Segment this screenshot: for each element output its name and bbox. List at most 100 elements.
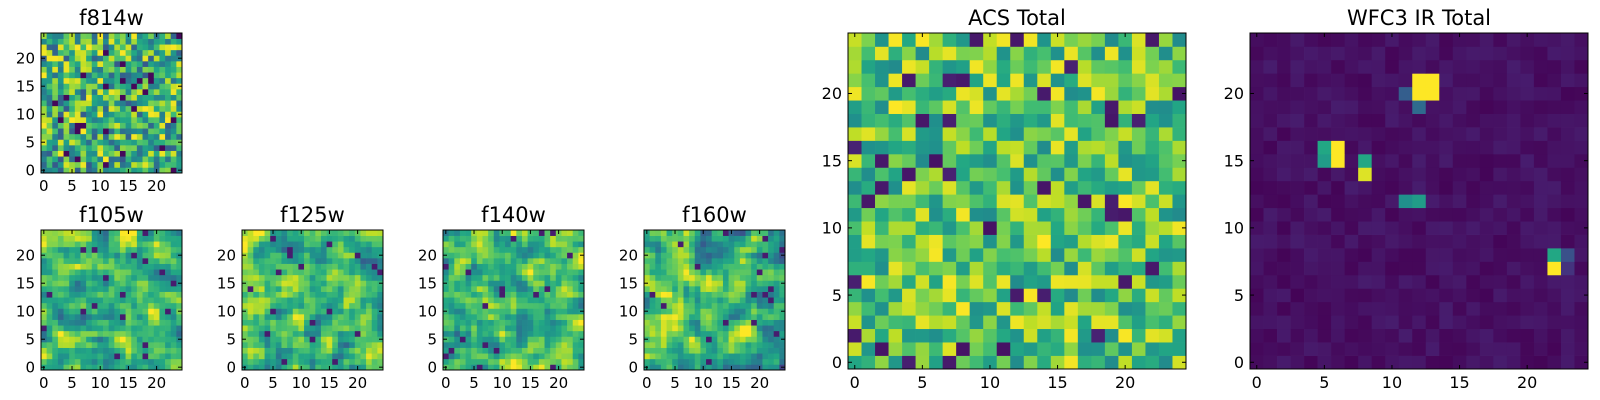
heatmap-cell <box>142 161 149 168</box>
heatmap-cell <box>773 353 780 360</box>
heatmap-cell <box>114 364 121 371</box>
heatmap-cell <box>253 269 260 276</box>
heatmap-cell <box>125 61 132 67</box>
heatmap-cell <box>902 301 916 316</box>
heatmap-cell <box>176 49 183 56</box>
heatmap-cell <box>1037 140 1052 155</box>
heatmap-cell <box>74 235 81 242</box>
heatmap-cell <box>448 308 455 315</box>
heatmap-cell <box>371 280 378 287</box>
heatmap-cell <box>125 246 132 253</box>
heatmap-cell <box>1250 46 1264 61</box>
heatmap-cell <box>1317 315 1332 330</box>
heatmap-cell <box>561 263 568 270</box>
heatmap-cell <box>717 241 724 248</box>
heatmap-cell <box>1452 59 1467 74</box>
heatmap-cell <box>773 235 780 242</box>
heatmap-cell <box>448 336 455 343</box>
heatmap-cell <box>1425 274 1440 289</box>
heatmap-cell <box>505 314 512 320</box>
heatmap-cell <box>745 291 752 298</box>
heatmap-cell <box>91 274 98 281</box>
heatmap-cell <box>660 330 667 337</box>
heatmap-cell <box>983 328 998 343</box>
heatmap-cell <box>52 161 59 168</box>
heatmap-cell <box>544 336 551 343</box>
heatmap-cell <box>371 358 378 365</box>
heatmap-cell <box>52 94 59 101</box>
heatmap-cell <box>159 38 166 45</box>
heatmap-cell <box>644 347 650 354</box>
heatmap-cell <box>119 150 126 157</box>
heatmap-cell <box>1493 328 1508 343</box>
heatmap-cell <box>1506 328 1521 343</box>
heatmap-cell <box>258 252 265 259</box>
heatmap-cell <box>694 336 701 343</box>
heatmap-cell <box>550 336 557 343</box>
heatmap-cell <box>281 319 288 326</box>
heatmap-cell <box>80 38 87 45</box>
heatmap-cell <box>915 73 930 88</box>
heatmap-cell <box>1452 73 1467 88</box>
heatmap-cell <box>91 263 98 270</box>
heatmap-cell <box>304 246 311 253</box>
heatmap-cell <box>1263 274 1278 289</box>
heatmap-cell <box>80 111 87 118</box>
heatmap-cell <box>454 274 461 281</box>
heatmap-cell <box>1574 167 1589 182</box>
heatmap-cell <box>148 269 155 276</box>
heatmap-cell <box>711 258 718 264</box>
heatmap-cell <box>655 347 662 354</box>
heatmap-cell <box>159 325 166 332</box>
heatmap-cell <box>275 336 282 343</box>
heatmap-cell <box>1118 248 1133 262</box>
heatmap-cell <box>354 291 361 298</box>
heatmap-cell <box>666 241 673 248</box>
heatmap-cell <box>454 297 461 304</box>
heatmap-cell <box>74 274 81 281</box>
heatmap-cell <box>482 308 489 315</box>
heatmap-cell <box>762 353 769 360</box>
heatmap-cell <box>114 258 121 264</box>
heatmap-cell <box>1290 328 1305 343</box>
heatmap-cell <box>996 153 1011 168</box>
heatmap-cell <box>1091 221 1106 235</box>
heatmap-cell <box>578 241 585 248</box>
heatmap-cell <box>1064 73 1079 88</box>
heatmap-cell <box>304 336 311 343</box>
y-tick-label: 15 <box>217 275 236 293</box>
heatmap-cell <box>969 355 984 370</box>
heatmap-cell <box>1344 234 1359 249</box>
heatmap-cell <box>287 358 294 365</box>
heatmap-cell <box>1104 234 1119 249</box>
heatmap-cell <box>320 364 327 371</box>
heatmap-cell <box>561 347 568 354</box>
heatmap-cell <box>247 246 254 253</box>
heatmap-cell <box>1371 153 1386 168</box>
heatmap-cell <box>1533 113 1548 128</box>
heatmap-cell <box>476 325 483 332</box>
heatmap-cell <box>1533 59 1548 74</box>
heatmap-cell <box>1385 100 1400 114</box>
heatmap-cell <box>516 274 523 281</box>
heatmap-cell <box>91 291 98 298</box>
heatmap-cell <box>578 358 585 365</box>
heatmap-cell <box>734 342 741 348</box>
heatmap-cell <box>1304 328 1318 343</box>
heatmap-cell <box>46 33 53 39</box>
heatmap-cell <box>1493 113 1508 128</box>
heatmap-cell <box>91 139 98 146</box>
heatmap-cell <box>1263 355 1278 370</box>
heatmap-cell <box>1250 355 1264 370</box>
heatmap-cell <box>488 336 495 343</box>
heatmap-cell <box>253 353 260 360</box>
heatmap-cell <box>1452 328 1467 343</box>
heatmap-cell <box>52 342 59 348</box>
heatmap-cell <box>711 252 718 259</box>
heatmap-cell <box>176 286 183 292</box>
heatmap-cell <box>683 347 690 354</box>
heatmap-cell <box>1371 342 1386 356</box>
heatmap-cell <box>459 230 466 236</box>
heatmap-cell <box>660 263 667 270</box>
heatmap-cell <box>108 364 115 371</box>
